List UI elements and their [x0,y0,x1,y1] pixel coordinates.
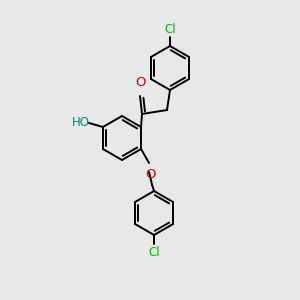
Text: O: O [145,168,155,181]
Text: HO: HO [72,116,90,128]
Text: O: O [135,76,145,89]
Text: Cl: Cl [148,246,160,259]
Text: Cl: Cl [164,23,176,36]
